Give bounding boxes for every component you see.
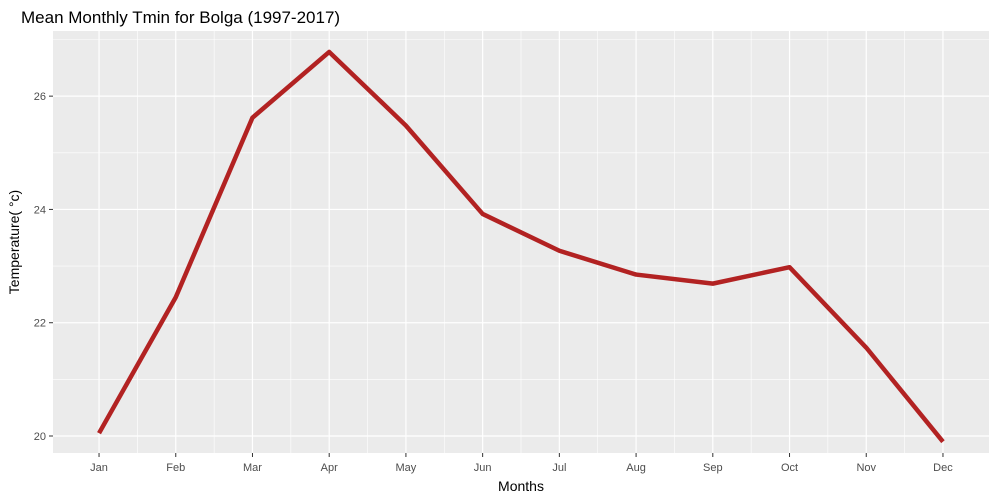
data-point [712, 283, 713, 284]
data-point [942, 441, 943, 442]
series-line [97, 49, 945, 444]
y-tick-label: 26 [34, 91, 46, 103]
x-axis-title: Months [498, 478, 544, 494]
x-tick-label: Feb [166, 462, 185, 474]
data-point [636, 274, 637, 275]
data-point [405, 125, 406, 126]
x-tick-label: Sep [703, 462, 723, 474]
y-tick-label: 20 [34, 431, 46, 443]
minor-gridlines-x [137, 31, 905, 453]
x-tick-label: Mar [243, 462, 262, 474]
y-axis-title: Temperature( °c) [6, 190, 22, 294]
x-tick-label: Oct [781, 462, 798, 474]
x-tick-label: May [396, 462, 417, 474]
x-tick-label: Jul [552, 462, 566, 474]
x-tick-label: Jan [90, 462, 108, 474]
major-gridlines-y [53, 95, 989, 437]
data-point [559, 250, 560, 251]
x-tick-label: Nov [856, 462, 876, 474]
data-point [482, 213, 483, 214]
y-axis: 20 22 24 26 [34, 91, 53, 443]
data-point [866, 347, 867, 348]
x-tick-label: Jun [474, 462, 492, 474]
x-tick-label: Dec [933, 462, 953, 474]
x-tick-label: Apr [321, 462, 338, 474]
series-layer [97, 49, 945, 444]
data-point [329, 51, 330, 52]
data-point [252, 117, 253, 118]
data-point [99, 433, 100, 434]
major-gridlines-x [98, 31, 944, 453]
y-tick-label: 22 [34, 318, 46, 330]
chart-title: Mean Monthly Tmin for Bolga (1997-2017) [21, 8, 340, 27]
x-axis: Jan Feb Mar Apr May Jun Jul Aug Sep Oct Nov Dec [90, 453, 953, 474]
data-point [789, 267, 790, 268]
data-point [175, 297, 176, 298]
x-tick-label: Aug [626, 462, 646, 474]
y-tick-label: 24 [34, 204, 46, 216]
